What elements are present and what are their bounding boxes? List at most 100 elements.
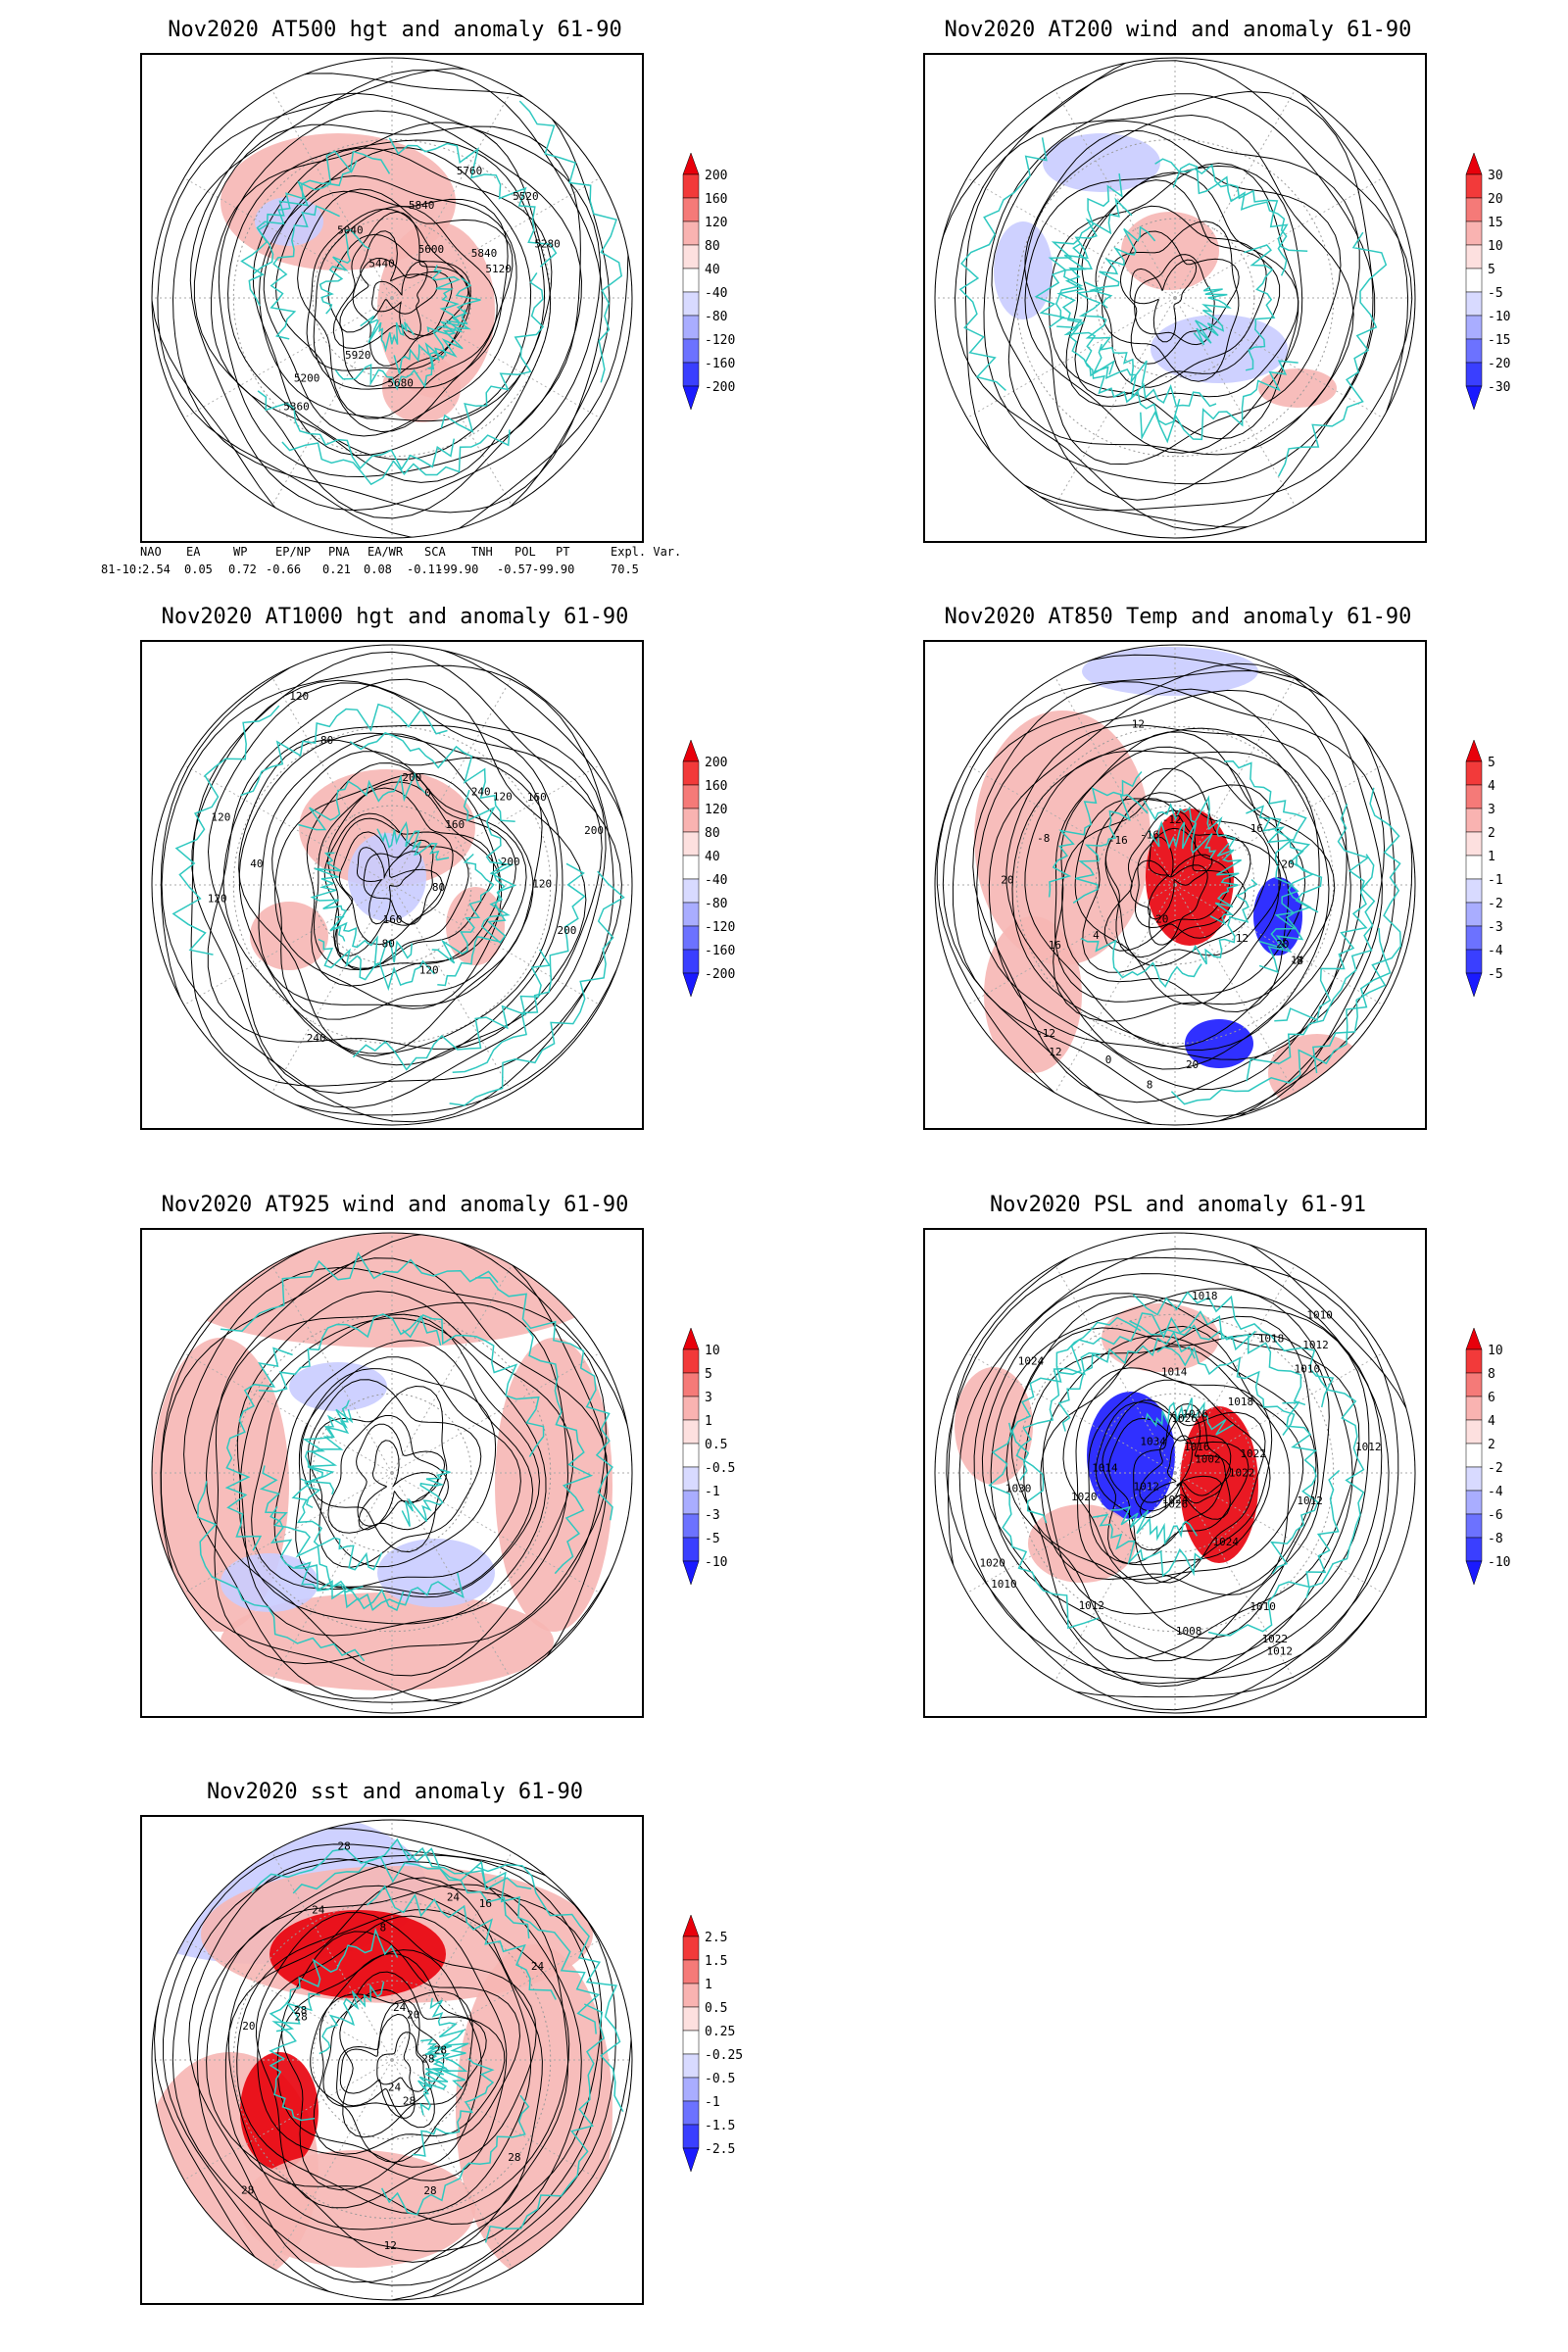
colorbar-tick-label: 1.5 [705, 1954, 728, 1969]
contour-label: 20 [1186, 1058, 1199, 1071]
colorbar-tick-label: -1.5 [705, 2119, 736, 2133]
colorbar: 10 8 6 4 2 -2 -4 -6 -8 -10 [1462, 1326, 1568, 1610]
contour-label: 5840 [471, 247, 498, 260]
contour-label: 200 [501, 856, 520, 868]
contour-line [1042, 1335, 1317, 1615]
colorbar-tick-label: 2 [1488, 826, 1495, 841]
contour-label: 1016 [1184, 1441, 1210, 1453]
colorbar-tick-label: -200 [705, 380, 736, 395]
index-header: EA [186, 545, 201, 559]
contour-line [238, 1317, 547, 1625]
index-header: PT [556, 545, 570, 559]
map-panel-at850: Nov2020 AT850 Temp and anomaly 61-90 -16 1… [923, 605, 1568, 1153]
anomaly-shading [1268, 1034, 1366, 1112]
colorbar-tick-label: 10 [1488, 1344, 1503, 1358]
index-header: SCA [424, 545, 446, 559]
index-header: TNH [471, 545, 493, 559]
contour-label: 1010 [991, 1578, 1017, 1591]
colorbar-tick-label: 0.5 [705, 2001, 728, 2016]
contour-line [958, 1248, 1390, 1680]
contour-label: 80 [382, 937, 395, 950]
contour-line [981, 1293, 1370, 1688]
map-panel-psl: Nov2020 PSL and anomaly 61-91 1010 1014 101… [923, 1193, 1568, 1741]
contour-line [1005, 724, 1348, 1070]
colorbar-tick-label: 80 [705, 826, 720, 841]
colorbar-tick-label: -160 [705, 944, 736, 958]
contour-label: 200 [402, 771, 421, 784]
contour-line [972, 681, 1386, 1103]
contour-line [274, 190, 509, 433]
contour-line [946, 1256, 1399, 1711]
contour-label: 4 [1093, 929, 1100, 942]
colorbar-tick-label: 5 [705, 1367, 712, 1382]
contour-label: 0 [424, 787, 431, 800]
colorbar-tick-label: -4 [1488, 944, 1503, 958]
colorbar-tick-label: -10 [1488, 1555, 1511, 1570]
contour-label: -8 [1037, 832, 1050, 845]
anomaly-shading [446, 887, 505, 965]
contour-label: 1008 [1176, 1625, 1202, 1638]
contour-label: 5680 [387, 376, 414, 389]
index-value: 0.72 [228, 563, 257, 576]
contour-label: -20 [1275, 858, 1295, 871]
index-row-label: 81-10: [101, 563, 144, 576]
panel-title: Nov2020 AT200 wind and anomaly 61-90 [944, 18, 1412, 42]
colorbar-tick-label: -1 [705, 2095, 720, 2110]
polar-map: -16 16 12 20 -8 -12 -16 -20 -12 -8 4 0 8 12 16 14 20 20 12… [923, 640, 1427, 1130]
contour-line [336, 1999, 435, 2129]
contour-line [252, 147, 553, 457]
contour-line [191, 679, 607, 1108]
contour-line [991, 120, 1360, 501]
contour-line [358, 1440, 439, 1531]
colorbar-tick-label: -2 [1488, 897, 1503, 911]
contour-line [334, 831, 443, 956]
contour-label: 1020 [1071, 1491, 1098, 1503]
contour-label: 28 [434, 2043, 447, 2056]
colorbar-tick-label: 2.5 [705, 1931, 728, 1945]
polar-map-graphic: 1010101410121022100810241020101010121022… [934, 1232, 1416, 1714]
contour-label: 28 [421, 2052, 434, 2065]
index-value: -99.90 [532, 563, 575, 576]
contour-line [205, 1301, 569, 1677]
colorbar-tick-label: 5 [1488, 756, 1495, 770]
contour-label: 14 [1291, 954, 1304, 966]
contour-label: 5600 [418, 243, 445, 256]
contour-line [218, 110, 583, 478]
contour-line [255, 1912, 537, 2209]
contour-line [153, 1828, 632, 2300]
contour-line [309, 1385, 448, 1553]
contour-line [983, 93, 1376, 485]
colorbar-tick-label: -4 [1488, 1485, 1503, 1499]
contour-line [222, 724, 564, 1066]
colorbar-tick-label: -15 [1488, 333, 1511, 348]
contour-line [332, 211, 469, 350]
contour-line [947, 1233, 1415, 1698]
contour-label: 1022 [1229, 1467, 1255, 1480]
contour-label: 1022 [1240, 1447, 1266, 1460]
contour-label: 120 [532, 878, 552, 891]
index-header: Expl. Var. [611, 545, 682, 559]
contour-label: 200 [584, 824, 604, 837]
contour-label: 40 [250, 858, 263, 870]
anomaly-shading [270, 1910, 446, 1998]
contour-line [280, 1931, 521, 2191]
colorbar-tick-label: -5 [1488, 967, 1503, 982]
contour-line [207, 678, 587, 1050]
contour-label: 1012 [1302, 1339, 1329, 1351]
panel-title: Nov2020 AT1000 hgt and anomaly 61-90 [161, 605, 629, 629]
contour-label: 1018 [1192, 1290, 1218, 1302]
colorbar-tick-label: 10 [1488, 239, 1503, 254]
contour-line [257, 1915, 508, 2181]
polar-map: 5920 5840 5040 5120 5200 5280 5360 5440 5520 5600… [140, 53, 644, 543]
colorbar-tick-label: -0.5 [705, 1461, 736, 1476]
colorbar-tick-label: -2.5 [705, 2142, 736, 2157]
contour-line [162, 1843, 616, 2300]
contour-label: 1024 [1018, 1354, 1045, 1367]
anomaly-shading [994, 221, 1053, 319]
polar-map-graphic [934, 57, 1416, 539]
colorbar-tick-label: -160 [705, 357, 736, 371]
contour-label: 28 [337, 1840, 350, 1853]
anomaly-shading [220, 1592, 554, 1690]
contour-label: 1012 [1267, 1645, 1294, 1658]
contour-line [1147, 836, 1213, 920]
